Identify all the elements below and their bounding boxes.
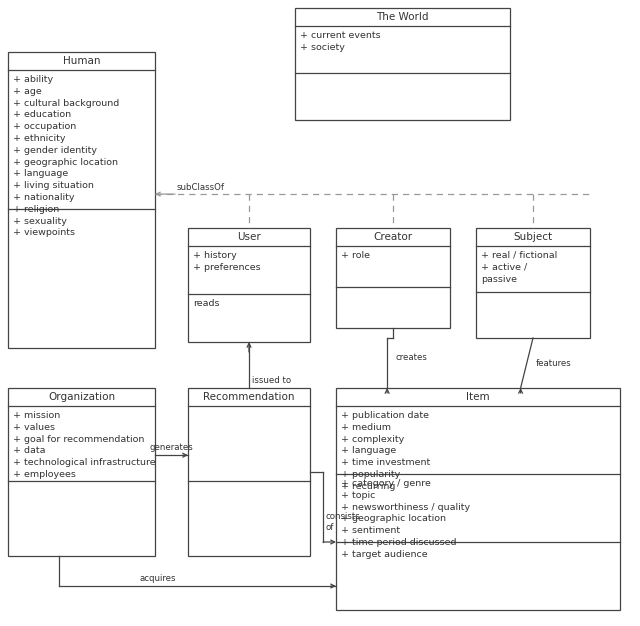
Text: Item: Item (466, 392, 490, 402)
Text: subClassOf: subClassOf (177, 183, 225, 192)
Text: issued to: issued to (252, 376, 291, 385)
Text: features: features (536, 359, 572, 367)
Text: + history
+ preferences: + history + preferences (193, 251, 260, 272)
Text: creates: creates (396, 354, 428, 362)
Text: reads: reads (193, 299, 220, 308)
Bar (476, 228, 590, 338)
Bar (336, 228, 450, 328)
Text: Human: Human (63, 56, 100, 66)
Text: Subject: Subject (513, 232, 552, 242)
Text: The World: The World (376, 12, 429, 22)
Text: consists
of: consists of (326, 512, 361, 531)
Text: acquires: acquires (140, 574, 176, 583)
Text: + category / genre
+ topic
+ newsworthiness / quality
+ geographic location
+ se: + category / genre + topic + newsworthin… (341, 479, 470, 559)
Bar (8, 388, 155, 556)
Text: Creator: Creator (373, 232, 413, 242)
Text: generates: generates (150, 443, 193, 452)
Text: + mission
+ values
+ goal for recommendation
+ data
+ technological infrastructu: + mission + values + goal for recommenda… (13, 411, 156, 479)
Text: Recommendation: Recommendation (204, 392, 295, 402)
Text: + role: + role (341, 251, 370, 260)
Text: User: User (237, 232, 261, 242)
Bar (295, 8, 510, 120)
Text: + ability
+ age
+ cultural background
+ education
+ occupation
+ ethnicity
+ gen: + ability + age + cultural background + … (13, 75, 119, 237)
Text: + current events
+ society: + current events + society (300, 31, 381, 52)
Bar (188, 388, 310, 556)
Text: + real / fictional
+ active /
passive: + real / fictional + active / passive (481, 251, 557, 284)
Text: Organization: Organization (48, 392, 115, 402)
Text: + publication date
+ medium
+ complexity
+ language
+ time investment
+ populari: + publication date + medium + complexity… (341, 411, 430, 491)
Bar (336, 388, 620, 610)
Bar (188, 228, 310, 342)
Bar (8, 52, 155, 348)
